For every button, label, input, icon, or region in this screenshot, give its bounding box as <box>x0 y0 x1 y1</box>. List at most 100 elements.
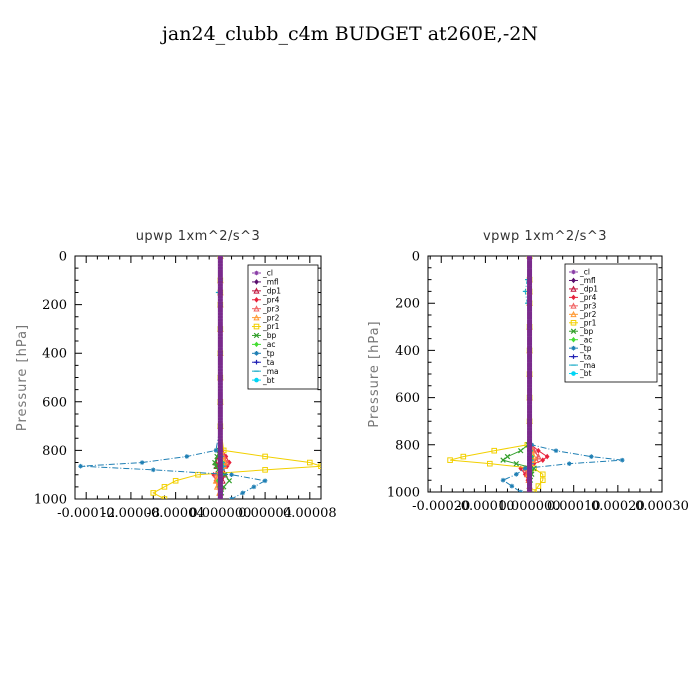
zero-profile-mark <box>217 461 223 465</box>
data-point-tp <box>213 448 219 453</box>
zero-profile-mark <box>217 432 223 436</box>
zero-profile-mark <box>217 298 223 302</box>
zero-profile-mark <box>527 489 533 492</box>
zero-profile-mark <box>527 444 533 448</box>
series-group <box>78 256 321 499</box>
zero-profile-mark <box>217 403 223 407</box>
zero-profile-mark <box>527 413 533 417</box>
zero-profile-mark <box>527 398 533 402</box>
data-point-bp <box>226 478 233 484</box>
zero-profile-mark <box>217 444 223 448</box>
data-point-bp <box>213 463 219 469</box>
zero-profile-mark <box>527 410 533 414</box>
zero-profile-mark <box>217 452 223 456</box>
zero-profile-mark <box>217 359 223 363</box>
legend-marker <box>571 371 576 376</box>
zero-profile-mark <box>527 291 533 295</box>
zero-profile-mark <box>527 435 533 439</box>
zero-profile-mark <box>527 441 533 445</box>
zero-profile-mark <box>527 452 533 456</box>
zero-profile-mark <box>527 464 533 468</box>
legend-marker <box>571 354 576 359</box>
zero-profile-mark <box>217 330 223 334</box>
data-point-tp <box>619 457 625 463</box>
legend-entry-label: _pr3 <box>579 302 597 311</box>
legend-marker <box>570 285 577 292</box>
zero-profile-mark <box>527 345 533 349</box>
zero-profile-mark <box>527 328 533 332</box>
zero-profile-mark <box>217 409 223 413</box>
data-point-tp <box>251 484 257 490</box>
zero-profile-mark <box>217 481 223 485</box>
legend-marker <box>254 270 259 276</box>
zero-profile-mark <box>527 256 533 258</box>
data-point-pr1 <box>447 457 453 463</box>
legend: _cl_mfl_dp1_pr4_pr3_pr2_pr1_bp_ac_tp_ta_… <box>247 264 319 390</box>
zero-profile-mark <box>217 476 223 480</box>
zero-profile-mark <box>217 280 223 284</box>
zero-profile-mark <box>527 271 533 275</box>
data-point-pr4 <box>522 471 528 478</box>
data-point-pr3 <box>535 453 542 460</box>
legend-entry-label: _ac <box>579 335 592 344</box>
zero-profile-mark <box>217 496 223 499</box>
data-point-pr1 <box>535 483 542 489</box>
legend-marker <box>253 305 260 312</box>
data-point-pr1 <box>262 453 268 460</box>
legend-marker <box>254 341 259 348</box>
zero-profile-mark <box>527 347 533 351</box>
legend-entry-label: _dp1 <box>579 285 598 294</box>
y-tick-label: 600 <box>42 395 67 410</box>
zero-profile-mark <box>527 461 533 465</box>
zero-profile-mark <box>527 353 533 357</box>
zero-profile-mark <box>527 466 533 470</box>
zero-profile-mark <box>217 385 223 389</box>
zero-profile-mark <box>527 322 533 326</box>
zero-profile-mark <box>217 339 223 343</box>
zero-profile-mark <box>527 279 533 283</box>
legend-marker <box>571 294 576 301</box>
data-point-pr1 <box>460 453 467 460</box>
legend-entry-label: _ma <box>579 361 596 370</box>
zero-profile-mark <box>527 387 533 391</box>
data-point-pr4 <box>211 471 216 478</box>
data-point-tp <box>500 477 506 483</box>
zero-profile-mark <box>527 285 533 289</box>
zero-profile-mark <box>217 411 223 415</box>
zero-profile-mark <box>217 321 223 325</box>
zero-profile-mark <box>217 420 223 424</box>
legend-marker <box>254 351 259 356</box>
legend-marker <box>253 323 260 330</box>
legend-marker <box>571 269 576 275</box>
y-tick-label: 200 <box>395 297 420 312</box>
legend-entry-label: _ma <box>262 367 279 376</box>
zero-profile-mark <box>217 260 223 264</box>
data-point-tp <box>262 478 268 484</box>
zero-profile-mark <box>217 406 223 410</box>
zero-profile-mark <box>217 304 223 308</box>
legend: _cl_mfl_dp1_pr4_pr3_pr2_pr1_bp_ac_tp_ta_… <box>564 263 658 383</box>
zero-profile-mark <box>217 429 223 433</box>
zero-profile-mark <box>217 470 223 474</box>
zero-profile-mark <box>527 362 533 366</box>
data-point-tp <box>229 472 234 477</box>
zero-profile-mark <box>217 336 223 340</box>
y-tick-label: 400 <box>42 347 67 362</box>
series-line-tp <box>80 256 267 499</box>
data-point-tp <box>509 483 515 489</box>
data-point-tp <box>514 472 519 477</box>
x-tick-label: 0.00004 <box>238 506 292 521</box>
zero-profile-mark <box>527 449 533 453</box>
data-point-tp <box>78 463 83 469</box>
zero-profile-mark <box>217 274 223 278</box>
x-tick-label: -0.00012 <box>57 506 115 521</box>
y-tick-label: 0 <box>59 250 67 265</box>
data-point-pr1 <box>172 477 179 484</box>
zero-profile-mark <box>217 315 223 319</box>
zero-profile-mark <box>527 396 533 400</box>
zero-profile-mark <box>217 417 223 421</box>
zero-profile-mark <box>217 309 223 313</box>
legend-marker <box>254 377 259 383</box>
zero-profile-mark <box>527 438 533 442</box>
